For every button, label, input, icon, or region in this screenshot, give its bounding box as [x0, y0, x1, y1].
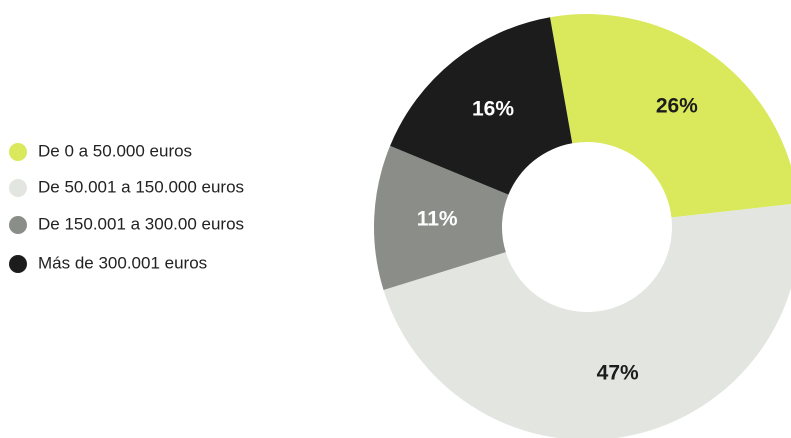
slice-label: 47%: [597, 361, 639, 384]
legend-swatch: [9, 255, 27, 273]
slice: [550, 14, 791, 218]
legend-label: Más de 300.001 euros: [38, 253, 207, 272]
legend-swatch: [9, 179, 27, 197]
legend-label: De 50.001 a 150.000 euros: [38, 177, 244, 196]
slice-label: 26%: [656, 94, 698, 117]
legend-label: De 150.001 a 300.00 euros: [38, 214, 244, 233]
slice-label: 11%: [417, 208, 458, 231]
slice-label: 16%: [472, 98, 514, 121]
slice: [390, 17, 573, 195]
legend-swatch: [9, 143, 27, 161]
legend-label: De 0 a 50.000 euros: [38, 141, 192, 160]
slice: [373, 145, 509, 290]
legend-swatch: [9, 216, 27, 234]
slice: [383, 204, 791, 438]
